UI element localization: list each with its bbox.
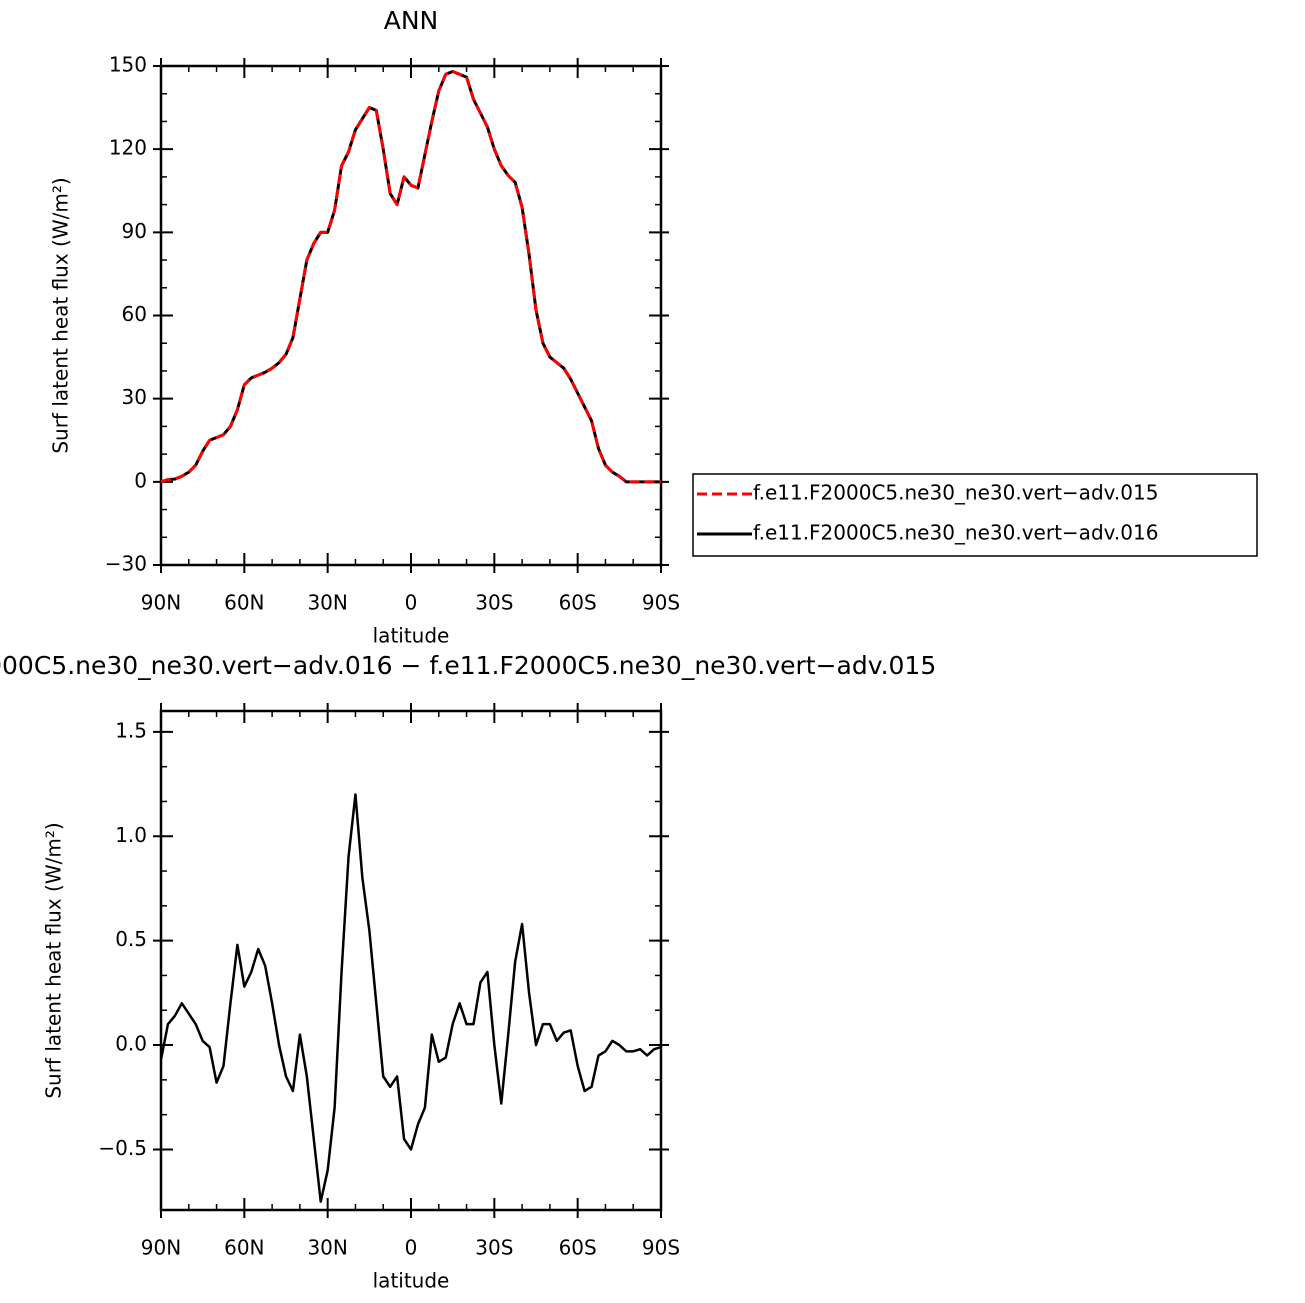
data-line [160, 70, 661, 484]
y-axis-label: Surf latent heat flux (W/m²) [42, 822, 66, 1098]
x-tick-label: 90N [141, 591, 181, 615]
y-tick-label: 120 [109, 136, 147, 160]
data-line [159, 793, 662, 1203]
y-tick-label: 0.0 [115, 1032, 147, 1056]
x-tick-label: 90S [642, 591, 680, 615]
y-tick-label: −30 [105, 552, 147, 576]
x-tick-label: 0 [405, 591, 418, 615]
x-tick-label: 60S [559, 591, 597, 615]
y-tick-label: 60 [122, 302, 147, 326]
legend-label: f.e11.F2000C5.ne30_ne30.vert−adv.016 [753, 521, 1158, 545]
x-tick-label: 90S [642, 1236, 680, 1260]
x-tick-label: 30N [307, 591, 347, 615]
y-tick-label: 150 [109, 53, 147, 77]
y-tick-label: 1.5 [115, 718, 147, 742]
y-tick-label: 0.5 [115, 927, 147, 951]
plot-frame [159, 64, 663, 567]
y-tick-label: 0 [134, 468, 147, 492]
y-axis-label: Surf latent heat flux (W/m²) [49, 177, 73, 453]
x-tick-label: 60N [224, 591, 264, 615]
legend-label: f.e11.F2000C5.ne30_ne30.vert−adv.015 [753, 481, 1158, 505]
x-tick-label: 30N [307, 1236, 347, 1260]
x-axis-label: latitude [373, 624, 450, 648]
y-tick-label: 90 [122, 219, 147, 243]
x-tick-label: 0 [405, 1236, 418, 1260]
x-tick-label: 30S [475, 1236, 513, 1260]
chart-title: f.e11.F2000C5.ne30_ne30.vert−adv.016 − f… [0, 651, 936, 680]
chart-title: ANN [384, 6, 439, 35]
x-tick-label: 90N [141, 1236, 181, 1260]
legend-box [692, 473, 1258, 557]
x-axis-label: latitude [373, 1269, 450, 1293]
x-tick-label: 60N [224, 1236, 264, 1260]
x-tick-label: 60S [559, 1236, 597, 1260]
y-tick-label: 30 [122, 385, 147, 409]
plot-frame [159, 709, 663, 1212]
x-tick-label: 30S [475, 591, 513, 615]
y-tick-label: 1.0 [115, 823, 147, 847]
data-line [160, 70, 661, 484]
y-tick-label: −0.5 [98, 1136, 147, 1160]
